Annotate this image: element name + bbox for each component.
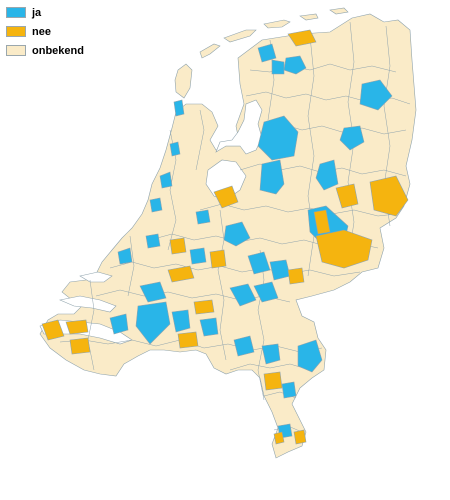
island-texel [174,63,193,99]
legend-label-ja: ja [32,6,42,19]
legend-swatch-ja [6,7,26,18]
region-nee [213,185,239,209]
map-legend: ja nee onbekend [6,5,84,58]
island-rottumeroog [329,7,349,15]
wadden-islands [174,7,349,99]
region-nee [335,183,359,209]
region-ja [257,115,299,161]
legend-label-onbekend: onbekend [32,44,84,57]
region-ja [117,247,133,265]
region-ja [233,335,255,357]
region-ja [315,159,339,191]
region-ja [281,381,297,399]
region-ja [173,99,185,117]
region-nee [313,209,331,235]
region-nee [69,337,91,355]
region-ja [229,283,257,307]
region-ja [297,339,323,373]
region-ja [253,281,279,303]
region-ja [145,233,161,249]
region-ja [169,141,181,157]
region-ja [135,301,171,345]
region-ja [139,281,167,303]
legend-label-nee: nee [32,25,51,38]
region-ja [159,171,173,189]
region-ja [257,43,277,63]
region-ja [271,59,285,75]
island-ameland [263,19,291,29]
legend-item-nee: nee [6,24,84,39]
legend-item-onbekend: onbekend [6,43,84,58]
region-nee [369,175,409,217]
oosterschelde [58,295,117,313]
island-vlieland [199,43,221,59]
region-nee [273,431,285,445]
region-ja [359,79,393,111]
regions-nee [41,29,409,445]
region-ja [199,317,219,337]
region-nee [193,299,215,315]
regions-ja [109,43,393,439]
region-nee [287,29,317,47]
region-nee [169,237,187,255]
legend-swatch-nee [6,26,26,37]
region-nee [177,331,199,349]
region-ja [339,125,365,151]
ijsselmeer [215,99,263,155]
region-nee [293,429,307,445]
region-nee [41,319,65,341]
region-ja [223,221,251,247]
region-ja [261,343,281,365]
region-ja [189,247,207,265]
island-terschelling [223,29,257,43]
legend-item-ja: ja [6,5,84,20]
markermeer [205,159,247,201]
region-ja [259,159,285,195]
region-nee [167,265,195,283]
region-ja [247,251,271,275]
region-nee [65,319,89,335]
region-nee [209,249,227,269]
region-ja [283,55,307,75]
region-ja [171,309,191,333]
region-nee [263,371,283,391]
island-schiermonnikoog [299,13,319,21]
region-nee [315,229,373,269]
region-ja [149,197,163,213]
legend-swatch-onbekend [6,45,26,56]
haringvliet [79,271,113,283]
region-ja [109,313,129,335]
region-nee [287,267,305,285]
region-ja [195,209,211,225]
